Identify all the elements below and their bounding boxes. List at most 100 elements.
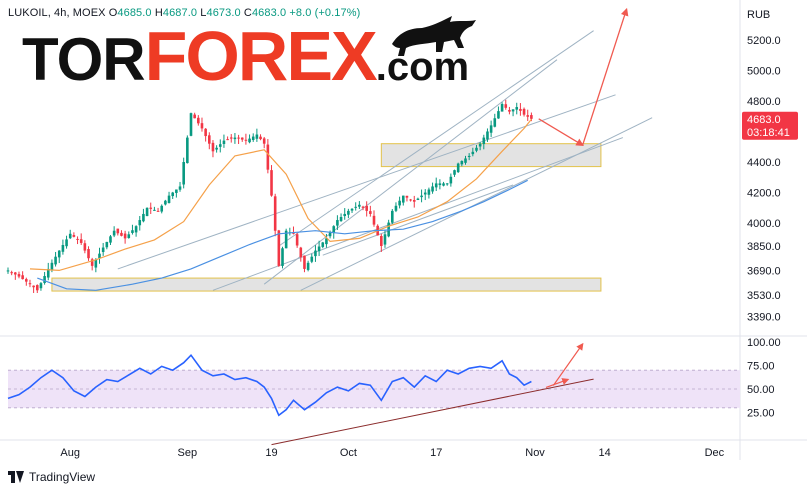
- low-label: L: [200, 7, 207, 19]
- ohlc-header: LUKOIL, 4h, MOEX O4685.0 H4687.0 L4673.0…: [8, 7, 360, 19]
- candle-body: [511, 109, 515, 112]
- candle-body: [398, 200, 401, 206]
- candle-body: [76, 238, 79, 240]
- candle-body: [94, 259, 98, 268]
- rsi-tick-label: 75.00: [747, 361, 775, 373]
- channel-line-2: [117, 94, 616, 270]
- candle-body: [105, 241, 109, 248]
- candle-body: [350, 208, 354, 211]
- logo-part-2: FOREX: [144, 17, 378, 95]
- candle-body: [325, 238, 328, 245]
- candle-body: [32, 285, 35, 288]
- candle-body: [522, 108, 526, 115]
- candle-body: [90, 259, 94, 266]
- candle-body: [127, 234, 131, 238]
- candle-body: [50, 262, 54, 271]
- tradingview-brand[interactable]: TradingView: [8, 470, 95, 484]
- candles: [6, 99, 533, 294]
- price-tick-label: 4800.0: [747, 96, 781, 108]
- candle-body: [28, 283, 32, 285]
- candle-body: [361, 206, 365, 208]
- price-tick-label: 3390.0: [747, 311, 781, 323]
- tradingview-label: TradingView: [29, 470, 96, 484]
- candle-body: [467, 155, 471, 158]
- candle-body: [416, 198, 420, 201]
- candle-body: [178, 186, 182, 190]
- candle-body: [442, 183, 445, 186]
- candle-body: [303, 255, 306, 269]
- candle-body: [354, 206, 357, 208]
- candle-body: [489, 125, 493, 133]
- price-tick-label: 3690.0: [747, 265, 781, 277]
- time-tick-label: Dec: [705, 447, 725, 459]
- candle-body: [153, 209, 156, 211]
- time-tick-label: Nov: [525, 447, 545, 459]
- candle-body: [343, 213, 347, 217]
- candle-body: [215, 147, 218, 150]
- candle-body: [171, 192, 174, 197]
- candle-body: [10, 272, 13, 274]
- candle-body: [369, 211, 372, 214]
- price-tick-label: 5200.0: [747, 35, 781, 47]
- candle-body: [138, 220, 142, 226]
- channel-line-1: [278, 30, 594, 247]
- candle-body: [401, 195, 405, 203]
- candle-body: [482, 137, 486, 145]
- candle-body: [427, 189, 431, 195]
- time-tick-label: Oct: [340, 447, 357, 459]
- candle-body: [497, 111, 500, 119]
- candle-body: [412, 199, 416, 202]
- price-tick-label: 4000.0: [747, 218, 781, 230]
- candle-body: [508, 109, 511, 112]
- candle-body: [226, 139, 229, 141]
- candle-body: [277, 230, 281, 266]
- candle-body: [248, 138, 251, 143]
- candle-body: [68, 233, 72, 239]
- candle-body: [189, 113, 193, 136]
- candle-body: [504, 104, 508, 108]
- candle-body: [259, 136, 262, 140]
- candle-body: [519, 108, 522, 111]
- candle-body: [380, 235, 383, 247]
- time-tick-label: Sep: [178, 447, 198, 459]
- rsi-line: [7, 353, 532, 417]
- candle-body: [142, 213, 145, 222]
- price-tick-label: 3850.0: [747, 241, 781, 253]
- candle-body: [299, 247, 303, 258]
- candle-body: [262, 138, 266, 144]
- candle-body: [21, 275, 24, 280]
- candle-body: [200, 123, 204, 129]
- candle-body: [145, 207, 149, 217]
- candle-body: [284, 230, 288, 249]
- forecast-arrow-up: [582, 7, 629, 146]
- candle-body: [530, 115, 533, 119]
- candle-body: [208, 135, 211, 144]
- symbol-label: LUKOIL, 4h, MOEX: [8, 7, 106, 19]
- time-tick-label: 14: [598, 447, 610, 459]
- candle-body: [233, 137, 237, 140]
- candle-body: [420, 195, 423, 198]
- candle-body: [39, 283, 43, 289]
- candle-body: [72, 235, 76, 237]
- candle-body: [134, 226, 138, 233]
- torforex-logo: TORFOREX.com: [22, 16, 469, 95]
- candle-body: [273, 196, 277, 231]
- candle-body: [434, 183, 438, 188]
- logo-part-1: TOR: [22, 26, 146, 93]
- candle-body: [431, 186, 434, 192]
- candle-body: [460, 161, 464, 165]
- time-tick-label: Aug: [60, 447, 80, 459]
- time-tick-label: 17: [430, 447, 442, 459]
- candle-body: [500, 103, 504, 112]
- candle-body: [449, 176, 453, 184]
- last-price-tag: [742, 111, 798, 140]
- candle-body: [222, 140, 226, 144]
- time-tick-label: 19: [265, 447, 277, 459]
- bull-icon: [392, 16, 476, 56]
- forecast-arrow-down: [538, 118, 584, 147]
- candle-body: [423, 192, 427, 195]
- candle-body: [471, 151, 475, 155]
- candle-body: [328, 232, 332, 237]
- candle-body: [61, 244, 65, 252]
